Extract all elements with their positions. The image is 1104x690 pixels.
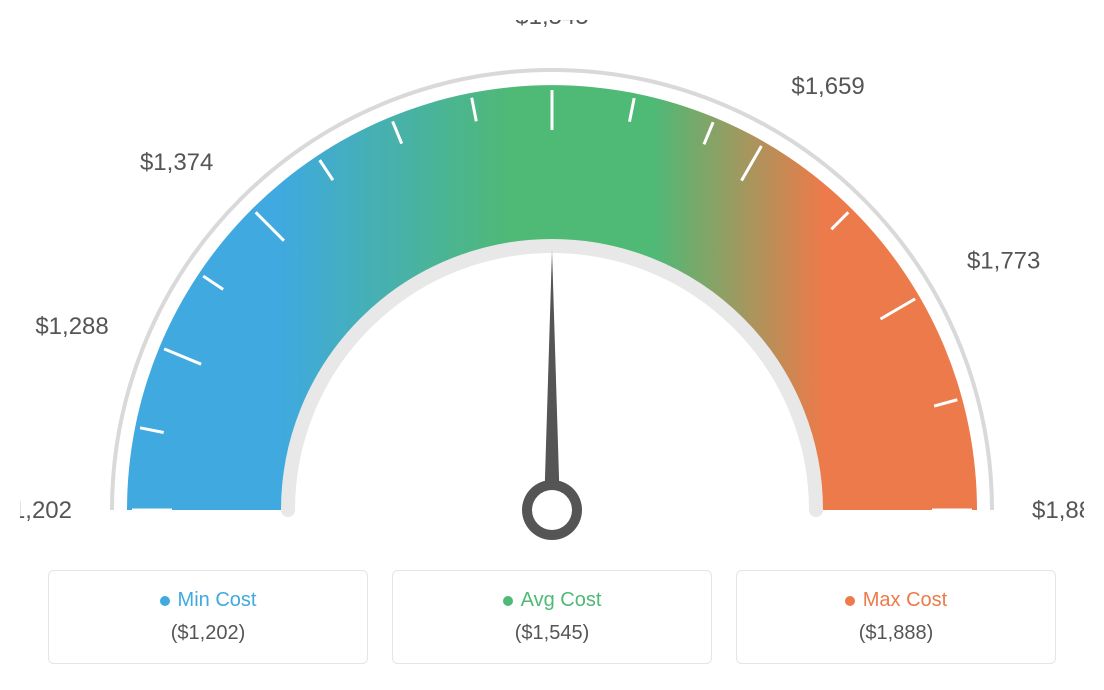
legend-title-max: Max Cost (863, 589, 947, 612)
gauge-tick-label: $1,773 (967, 248, 1040, 275)
gauge-tick-label: $1,888 (1032, 497, 1084, 524)
legend-card-min: Min Cost ($1,202) (48, 570, 368, 664)
legend-value-avg: ($1,545) (515, 622, 590, 645)
gauge-needle-base-hole (532, 490, 572, 530)
legend-dot-max (845, 596, 855, 606)
gauge-svg: $1,202 $1,288 $1,374 $1,545 $1,659 $1,773 $1,8… (20, 20, 1084, 560)
legend-header-min: Min Cost (160, 589, 257, 612)
legend-header-max: Max Cost (845, 589, 947, 612)
legend-title-avg: Avg Cost (521, 589, 602, 612)
legend-card-max: Max Cost ($1,888) (736, 570, 1056, 664)
gauge-tick-label: $1,545 (515, 20, 588, 30)
legend-dot-min (160, 596, 170, 606)
gauge-tick-label: $1,202 (20, 497, 72, 524)
legend-value-max: ($1,888) (859, 622, 934, 645)
legend-value-min: ($1,202) (171, 622, 246, 645)
gauge-needle (544, 250, 560, 510)
legend-title-min: Min Cost (178, 589, 257, 612)
legend-header-avg: Avg Cost (503, 589, 602, 612)
gauge-tick-label: $1,288 (35, 313, 108, 340)
legend-card-avg: Avg Cost ($1,545) (392, 570, 712, 664)
cost-gauge-chart: $1,202 $1,288 $1,374 $1,545 $1,659 $1,773 $1,8… (20, 20, 1084, 664)
gauge-tick-label: $1,374 (140, 149, 213, 176)
legend-row: Min Cost ($1,202) Avg Cost ($1,545) Max Cost… (20, 570, 1084, 664)
legend-dot-avg (503, 596, 513, 606)
gauge-tick-label: $1,659 (791, 73, 864, 100)
